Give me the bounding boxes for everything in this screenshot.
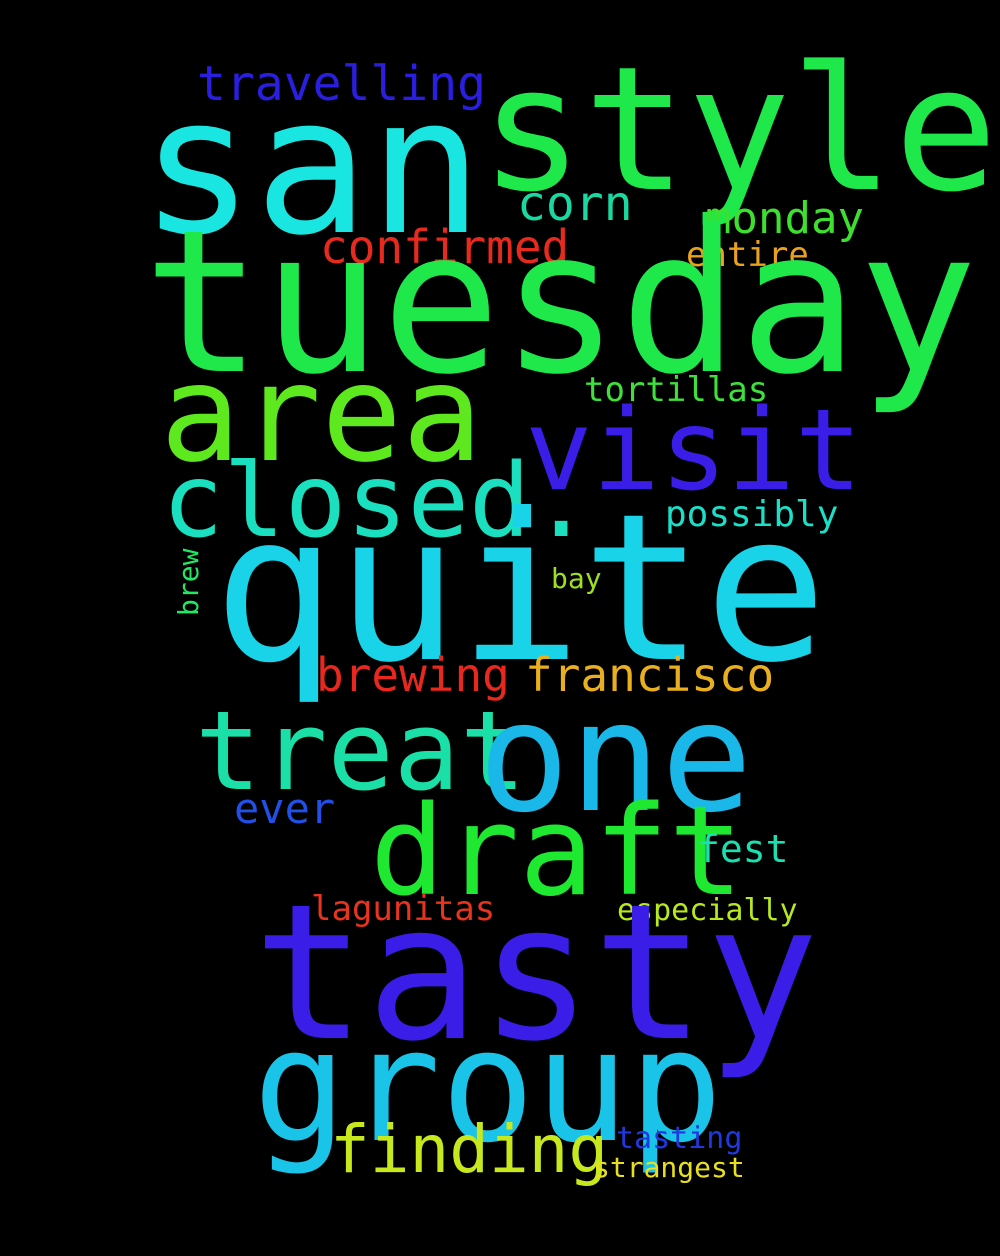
word-closed: closed.	[162, 442, 592, 561]
word-one: one	[478, 669, 753, 846]
word-fest: fest	[697, 827, 789, 871]
word-monday: monday	[705, 193, 864, 244]
word-quite: quite	[213, 471, 828, 708]
word-draft: draft	[370, 780, 744, 924]
word-visit: visit	[525, 386, 863, 516]
word-especially: especially	[617, 893, 798, 928]
word-finding: finding	[330, 1111, 609, 1188]
word-tasting: tasting	[616, 1121, 743, 1156]
word-brew: brew	[172, 548, 205, 616]
word-strangest: strangest	[593, 1151, 745, 1184]
word-group: group	[253, 995, 723, 1177]
word-ever: ever	[234, 784, 336, 833]
word-tuesday: tuesday	[143, 187, 978, 418]
word-corn: corn	[517, 176, 633, 232]
word-possibly: possibly	[665, 494, 839, 535]
word-travelling: travelling	[197, 56, 486, 112]
word-area: area	[160, 336, 483, 492]
word-treat: treat	[195, 687, 527, 815]
word-brewing: brewing	[316, 648, 510, 702]
word-san: san	[140, 56, 484, 277]
word-tasty: tasty	[253, 864, 819, 1083]
word-tortillas: tortillas	[584, 370, 769, 410]
word-lagunitas: lagunitas	[311, 889, 496, 929]
word-entire: entire	[686, 235, 809, 275]
word-style: style	[480, 29, 998, 230]
word-francisco: francisco	[525, 648, 775, 702]
word-bay: bay	[551, 562, 602, 595]
word-confirmed: confirmed	[320, 220, 570, 274]
